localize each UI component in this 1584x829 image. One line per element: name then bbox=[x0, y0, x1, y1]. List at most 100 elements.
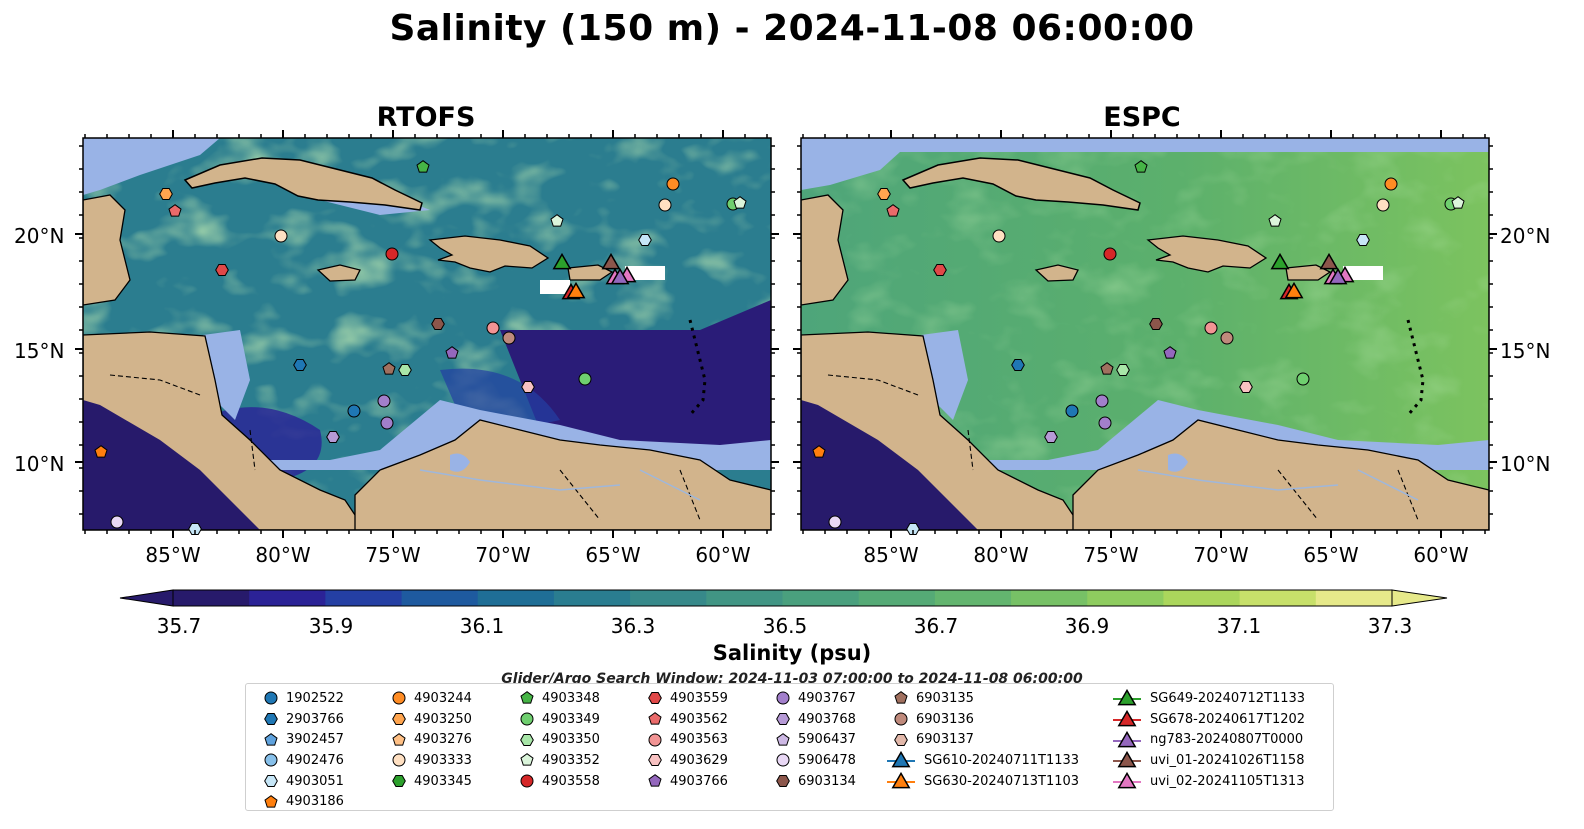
legend-label: 6903137 bbox=[916, 732, 974, 748]
hexagon-marker-icon bbox=[264, 775, 278, 788]
lat-tick-right-15: 15°N bbox=[1500, 339, 1551, 363]
colorbar-label: Salinity (psu) bbox=[712, 641, 872, 665]
circle-marker-icon bbox=[520, 774, 534, 788]
espc-markers bbox=[812, 160, 1465, 535]
hexagon-marker-icon bbox=[648, 692, 662, 705]
colorbar-cell bbox=[782, 590, 860, 606]
triangle-marker-icon bbox=[1113, 710, 1141, 727]
marker-4903767 bbox=[1098, 416, 1112, 430]
marker-6903134 bbox=[1149, 318, 1163, 330]
marker-4903244 bbox=[666, 177, 680, 191]
marker-2903766 bbox=[1011, 359, 1025, 371]
legend-label: SG630-20240713T1103 bbox=[924, 773, 1080, 789]
legend-label: 4903352 bbox=[542, 752, 600, 768]
pentagon-marker-icon bbox=[264, 794, 278, 808]
marker-5906478 bbox=[110, 515, 124, 529]
legend-label: ng783-20240807T0000 bbox=[1150, 732, 1304, 748]
marker-4903350 bbox=[398, 364, 412, 376]
marker-5906478 bbox=[828, 515, 842, 529]
marker-4903563 bbox=[1204, 321, 1218, 335]
marker-4903186 bbox=[812, 445, 826, 458]
legend-column: 6903135 6903136 6903137 SG610-20240711T1133… bbox=[886, 688, 1079, 791]
marker-4903562 bbox=[886, 204, 900, 217]
hexagon-marker-icon bbox=[520, 733, 534, 746]
legend-item: 6903135 bbox=[886, 688, 1079, 709]
triangle-marker-icon bbox=[1113, 730, 1141, 748]
marker-4903558 bbox=[385, 247, 399, 261]
legend-item: 4903766 bbox=[640, 771, 728, 792]
marker-4903349 bbox=[1296, 372, 1310, 386]
marker-4903348 bbox=[1134, 160, 1148, 173]
circle-marker-icon bbox=[392, 753, 406, 767]
colorbar-tick: 37.3 bbox=[1367, 614, 1413, 638]
legend-item: 4903333 bbox=[384, 750, 472, 771]
espc-map bbox=[801, 138, 1489, 530]
marker-4903766 bbox=[1163, 346, 1177, 359]
legend-item: 4903352 bbox=[512, 750, 600, 771]
legend-label: 4903345 bbox=[414, 773, 472, 789]
triangle-marker-icon bbox=[1113, 751, 1141, 768]
legend-label: 4903186 bbox=[286, 794, 344, 810]
hexagon-marker-icon bbox=[392, 713, 406, 726]
marker-4903558 bbox=[1103, 247, 1117, 261]
legend-label: 4903349 bbox=[542, 711, 600, 727]
colorbar-tick: 37.1 bbox=[1216, 614, 1262, 638]
marker-2903766 bbox=[293, 359, 307, 371]
legend-label: 4903767 bbox=[798, 690, 856, 706]
marker-4903352 bbox=[550, 214, 564, 227]
circle-marker-icon bbox=[776, 691, 790, 705]
marker-4903768 bbox=[326, 431, 340, 443]
rtofs-frame bbox=[82, 137, 772, 531]
legend-column: 4903767 4903768 5906437 5906478 6903134 bbox=[768, 688, 856, 791]
legend-item: 4903349 bbox=[512, 709, 600, 730]
marker-SG630-20240713T1103 bbox=[1284, 281, 1304, 299]
pentagon-marker-icon bbox=[648, 712, 662, 725]
marker-ng783-20240807T0000 bbox=[610, 267, 630, 285]
legend-item: 4903559 bbox=[640, 688, 728, 709]
marker-4903051 bbox=[188, 523, 202, 535]
marker-6903134 bbox=[431, 318, 445, 330]
legend-label: 2903766 bbox=[286, 711, 344, 727]
legend-item: 4903629 bbox=[640, 750, 728, 771]
legend-item: 4903051 bbox=[256, 771, 344, 792]
legend-label: 4903333 bbox=[414, 752, 472, 768]
legend-column: 4903244 4903250 4903276 4903333 4903345 bbox=[384, 688, 472, 791]
pentagon-marker-icon bbox=[648, 774, 662, 787]
legend-item: 4903345 bbox=[384, 771, 472, 792]
colorbar-cell bbox=[173, 590, 250, 606]
lat-tick-left-15: 15°N bbox=[14, 339, 65, 363]
hexagon-marker-icon bbox=[392, 775, 406, 788]
pentagon-marker-icon bbox=[520, 691, 534, 704]
legend-item: SG678-20240617T1202 bbox=[1112, 709, 1305, 730]
circle-marker-icon bbox=[392, 691, 406, 705]
marker-4903768 bbox=[1044, 431, 1058, 443]
legend-label: 4903276 bbox=[414, 732, 472, 748]
hexagon-marker-icon bbox=[648, 754, 662, 767]
marker-4903767 bbox=[377, 394, 391, 408]
colorbar-cell bbox=[401, 590, 479, 606]
colorbar-cell bbox=[477, 590, 555, 606]
marker-4903333 bbox=[1376, 198, 1390, 212]
colorbar-tick: 36.7 bbox=[913, 614, 959, 638]
marker-SG630-20240713T1103 bbox=[566, 281, 586, 299]
legend-item: SG630-20240713T1103 bbox=[886, 771, 1079, 792]
marker-4903352 bbox=[1451, 196, 1465, 209]
legend-label: uvi_01-20241026T1158 bbox=[1150, 752, 1305, 768]
legend-item: 4903562 bbox=[640, 709, 728, 730]
marker-4903563 bbox=[486, 321, 500, 335]
marker-4903333 bbox=[992, 229, 1006, 243]
legend-item: 4903767 bbox=[768, 688, 856, 709]
triangle-marker-icon bbox=[1113, 689, 1141, 706]
marker-4903766 bbox=[445, 346, 459, 359]
colorbar-tick: 36.1 bbox=[459, 614, 505, 638]
legend-item: ng783-20240807T0000 bbox=[1112, 729, 1305, 750]
legend-label: 4903559 bbox=[670, 690, 728, 706]
lon-tick-espc-85: 85°W bbox=[863, 543, 919, 567]
legend-item: SG610-20240711T1133 bbox=[886, 750, 1079, 771]
lat-tick-left-10: 10°N bbox=[14, 452, 65, 476]
circle-marker-icon bbox=[776, 753, 790, 767]
legend-label: SG610-20240711T1133 bbox=[924, 752, 1080, 768]
marker-4903562 bbox=[168, 204, 182, 217]
panel-title-espc: ESPC bbox=[1103, 102, 1181, 133]
